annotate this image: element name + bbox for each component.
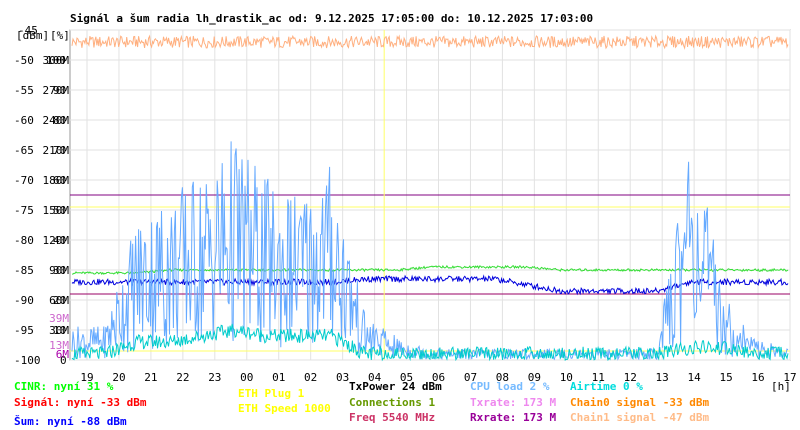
unit-pct: [%] xyxy=(50,29,70,42)
legend-entry: Chain1 signal -47 dBm xyxy=(570,411,710,424)
tick-label-x: 09 xyxy=(528,371,541,384)
tick-label-pct: 60 xyxy=(53,174,66,187)
tick-label-rate: 180M xyxy=(43,174,70,187)
tick-label-dbm: -80 xyxy=(14,234,34,247)
tick-label-x: 21 xyxy=(144,371,157,384)
tick-label-rate: 300M xyxy=(43,54,70,67)
legend-entry: Chain0 signal -33 dBm xyxy=(570,396,710,409)
legend-entry: Signál: nyní -33 dBm xyxy=(14,396,147,409)
tick-label-dbm: -65 xyxy=(14,144,34,157)
tick-label-x: 19 xyxy=(80,371,93,384)
tick-label-x: 15 xyxy=(719,371,732,384)
tick-label-pct: 0 xyxy=(60,354,67,367)
tick-label-dbm: -45 xyxy=(18,24,38,37)
tick-label-dbm: -100 xyxy=(14,354,41,367)
tick-label-rate-extra: 13M xyxy=(49,339,69,352)
tick-label-dbm: -75 xyxy=(14,204,34,217)
tick-label-dbm: -85 xyxy=(14,264,34,277)
tick-label-x: 23 xyxy=(208,371,221,384)
tick-label-dbm: -50 xyxy=(14,54,34,67)
legend-entry: Rxrate: 173 M xyxy=(470,411,557,424)
tick-label-rate: 150M xyxy=(43,204,70,217)
tick-label-dbm: -70 xyxy=(14,174,34,187)
tick-label-dbm: -95 xyxy=(14,324,34,337)
tick-label-x: 08 xyxy=(496,371,509,384)
unit-dbm: [dBm] xyxy=(16,29,49,42)
tick-label-x: 02 xyxy=(304,371,317,384)
tick-label-x: 17 xyxy=(783,371,796,384)
legend-entry: Txrate: 173 M xyxy=(470,396,557,409)
tick-label-rate: 30M xyxy=(49,324,69,337)
tick-label-x: 12 xyxy=(624,371,637,384)
legend-entry: Connections 1 xyxy=(349,396,436,409)
chart-title: Signál a šum radia lh_drastik_ac od: 9.1… xyxy=(70,12,593,25)
series-line-airtime xyxy=(71,323,789,362)
tick-label-rate: 210M xyxy=(43,144,70,157)
tick-label-dbm: -60 xyxy=(14,114,34,127)
axis-labels: -45-50-55-60-65-70-75-80-85-90-95-100100… xyxy=(14,24,797,384)
tick-label-x: 06 xyxy=(432,371,445,384)
tick-label-x: 20 xyxy=(112,371,125,384)
tick-label-rate: 90M xyxy=(49,264,69,277)
tick-label-x: 16 xyxy=(751,371,764,384)
legend-entry: Airtime 0 % xyxy=(570,380,643,393)
tick-label-pct: 90 xyxy=(53,84,66,97)
tick-label-dbm: -55 xyxy=(14,84,34,97)
tick-label-rate-extra: 39M xyxy=(49,312,69,325)
tick-label-x: 13 xyxy=(656,371,669,384)
tick-label-pct: 20 xyxy=(53,294,66,307)
tick-label-pct: 70 xyxy=(53,144,66,157)
series-line-chain1-signal xyxy=(71,34,789,50)
unit-hours: [h] xyxy=(771,380,791,393)
tick-label-dbm: -90 xyxy=(14,294,34,307)
tick-label-rate-extra: 6M xyxy=(56,348,70,361)
tick-label-x: 04 xyxy=(368,371,382,384)
tick-label-rate: 60M xyxy=(49,294,69,307)
legend-entry: CINR: nyní 31 % xyxy=(14,380,114,393)
legend-entry: Šum: nyní -88 dBm xyxy=(14,415,127,428)
tick-label-pct: 30 xyxy=(53,264,66,277)
tick-label-pct: 50 xyxy=(53,204,66,217)
tick-label-pct: 40 xyxy=(53,234,66,247)
tick-label-x: 05 xyxy=(400,371,413,384)
tick-label-pct: 10 xyxy=(53,324,66,337)
tick-label-rate: 240M xyxy=(43,114,70,127)
legend-entry: TxPower 24 dBm xyxy=(349,380,442,393)
legend-entry: ETH Plug 1 xyxy=(238,387,305,400)
tick-label-x: 07 xyxy=(464,371,477,384)
tick-label-rate: 120M xyxy=(43,234,70,247)
tick-label-rate: 270M xyxy=(43,84,70,97)
tick-label-pct: 80 xyxy=(53,114,66,127)
legend-entry: ETH Speed 1000 xyxy=(238,402,331,415)
series-layer xyxy=(71,34,789,362)
tick-label-x: 03 xyxy=(336,371,349,384)
tick-label-x: 11 xyxy=(592,371,605,384)
tick-label-x: 14 xyxy=(688,371,702,384)
tick-label-x: 01 xyxy=(272,371,285,384)
tick-label-x: 22 xyxy=(176,371,189,384)
tick-label-pct: 100 xyxy=(46,54,66,67)
legend-entry: CPU load 2 % xyxy=(470,380,550,393)
legend-entry: Freq 5540 MHz xyxy=(349,411,436,424)
tick-label-x: 10 xyxy=(560,371,573,384)
tick-label-x: 00 xyxy=(240,371,253,384)
